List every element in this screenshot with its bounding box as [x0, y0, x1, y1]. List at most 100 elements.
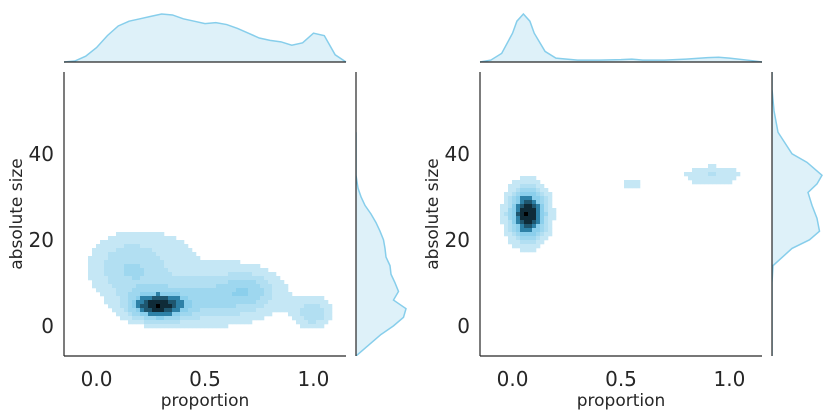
density-cell	[232, 316, 237, 321]
density-cell	[140, 236, 145, 241]
density-cell	[528, 248, 533, 253]
density-cell	[176, 248, 181, 253]
density-cell	[208, 324, 213, 329]
density-cell	[508, 220, 513, 225]
density-cell	[180, 240, 185, 245]
density-cell	[140, 292, 145, 297]
density-cell	[180, 288, 185, 293]
density-cell	[224, 280, 229, 285]
density-cell	[112, 288, 117, 293]
density-cell	[536, 212, 541, 217]
density-cell	[212, 320, 217, 325]
density-cell	[704, 176, 709, 181]
density-cell	[124, 304, 129, 309]
density-cell	[204, 272, 209, 277]
density-cell	[124, 264, 129, 269]
density-cell	[152, 284, 157, 289]
density-cell	[236, 308, 241, 313]
density-cell	[316, 324, 321, 329]
density-cell	[552, 212, 557, 217]
density-cell	[104, 252, 109, 257]
density-cell	[240, 300, 245, 305]
density-cell	[120, 268, 125, 273]
density-cell	[164, 268, 169, 273]
density-cell	[220, 300, 225, 305]
density-cell	[124, 272, 129, 277]
density-cell	[196, 264, 201, 269]
density-cell	[548, 196, 553, 201]
density-cell	[136, 240, 141, 245]
density-cell	[112, 292, 117, 297]
density-cell	[244, 284, 249, 289]
density-cell	[508, 236, 513, 241]
density-cell	[260, 268, 265, 273]
density-cell	[524, 208, 529, 213]
density-cell	[172, 324, 177, 329]
density-cell	[532, 212, 537, 217]
density-cell	[108, 236, 113, 241]
density-cell	[148, 292, 153, 297]
density-cell	[92, 256, 97, 261]
density-cell	[528, 240, 533, 245]
density-cell	[216, 292, 221, 297]
density-cell	[136, 316, 141, 321]
density-cell	[192, 268, 197, 273]
density-cell	[200, 272, 205, 277]
density-cell	[260, 272, 265, 277]
density-cell	[548, 220, 553, 225]
density-cell	[168, 248, 173, 253]
density-cell	[252, 288, 257, 293]
density-cell	[152, 252, 157, 257]
density-cell	[140, 248, 145, 253]
density-cell	[232, 260, 237, 265]
density-cell	[520, 248, 525, 253]
density-cell	[180, 260, 185, 265]
density-cell	[184, 276, 189, 281]
density-cell	[224, 308, 229, 313]
density-cell	[188, 312, 193, 317]
density-cell	[268, 304, 273, 309]
density-cell	[136, 304, 141, 309]
density-cell	[100, 264, 105, 269]
density-cell	[164, 272, 169, 277]
density-cell	[200, 300, 205, 305]
density-cell	[520, 196, 525, 201]
density-cell	[300, 304, 305, 309]
density-cell	[168, 276, 173, 281]
x-tick-label: 0.0	[497, 367, 529, 391]
density-cell	[548, 212, 553, 217]
density-cell	[136, 232, 141, 237]
density-cell	[212, 260, 217, 265]
density-cell	[144, 316, 149, 321]
density-cell	[152, 292, 157, 297]
density-cell	[176, 280, 181, 285]
density-cell	[316, 312, 321, 317]
density-cell	[188, 324, 193, 329]
jointplot-left: 0.0 0.5 1.0 0 20 40 proportion absolute size	[7, 13, 407, 411]
y-tick-label: 20	[29, 228, 54, 252]
density-cell	[176, 316, 181, 321]
density-cell	[164, 320, 169, 325]
density-cell	[128, 252, 133, 257]
density-cell	[516, 236, 521, 241]
density-cell	[216, 280, 221, 285]
density-cell	[132, 264, 137, 269]
density-cell	[528, 224, 533, 229]
density-cell	[128, 284, 133, 289]
density-cell	[108, 288, 113, 293]
density-cell	[224, 264, 229, 269]
density-cell	[152, 324, 157, 329]
density-cell	[532, 216, 537, 221]
density-cell	[148, 316, 153, 321]
density-cell	[520, 236, 525, 241]
density-cell	[180, 268, 185, 273]
density-cell	[168, 268, 173, 273]
density-cell	[248, 288, 253, 293]
density-cell	[128, 296, 133, 301]
density-cell	[92, 276, 97, 281]
density-cell	[296, 320, 301, 325]
density-cell	[532, 228, 537, 233]
density-cell	[152, 256, 157, 261]
density-cell	[96, 272, 101, 277]
density-cell	[188, 292, 193, 297]
